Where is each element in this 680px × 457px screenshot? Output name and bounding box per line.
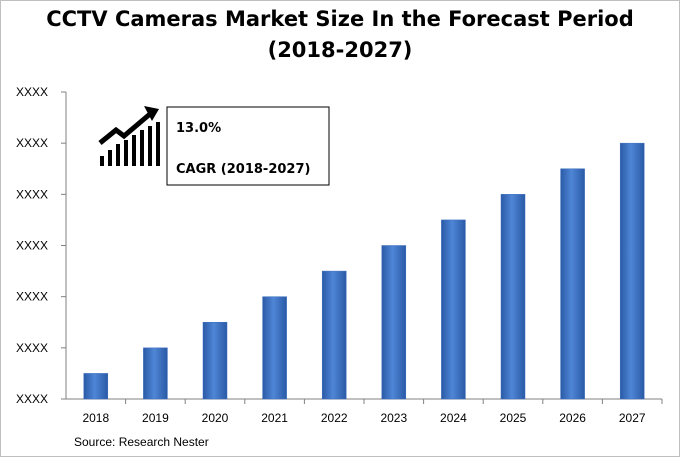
x-axis-ticks: 2018 2019 2020 2021 2022 2023 2024 2025 2026 2027 xyxy=(82,399,663,425)
y-tick-label: XXXX xyxy=(16,290,48,304)
bar-2022 xyxy=(321,270,347,400)
bar-2027 xyxy=(619,142,645,400)
x-tick-label: 2026 xyxy=(559,411,586,425)
chart-title-line2: (2018-2027) xyxy=(267,38,413,62)
y-axis-ticks: XXXX XXXX XXXX XXXX XXXX XXXX XXXX xyxy=(16,85,66,406)
x-tick-label: 2020 xyxy=(202,411,229,425)
y-tick-label: XXXX xyxy=(16,341,48,355)
bar-series xyxy=(83,142,645,400)
cagr-value: 13.0% xyxy=(176,121,221,136)
source-note: Source: Research Nester xyxy=(74,435,209,449)
cagr-annotation: 13.0% CAGR (2018-2027) xyxy=(166,106,330,186)
cagr-box xyxy=(166,106,330,186)
x-tick-label: 2018 xyxy=(82,411,109,425)
bar-2023 xyxy=(381,245,407,400)
x-tick-label: 2021 xyxy=(261,411,288,425)
bar-2019 xyxy=(143,347,168,400)
bar-2020 xyxy=(202,322,228,400)
bar-2025 xyxy=(500,194,526,400)
bar-2018 xyxy=(83,373,109,400)
x-tick-label: 2022 xyxy=(321,411,348,425)
bar-2024 xyxy=(441,219,466,400)
y-tick-label: XXXX xyxy=(16,85,48,99)
x-tick-label: 2019 xyxy=(142,411,169,425)
bar-2026 xyxy=(560,168,585,400)
chart-title-line1: CCTV Cameras Market Size In the Forecast… xyxy=(46,7,634,31)
cagr-label: CAGR (2018-2027) xyxy=(176,162,310,177)
y-tick-label: XXXX xyxy=(16,136,48,150)
chart-title: CCTV Cameras Market Size In the Forecast… xyxy=(0,4,680,66)
x-tick-label: 2024 xyxy=(440,411,467,425)
y-tick-label: XXXX xyxy=(16,239,48,253)
growth-chart-icon xyxy=(98,106,160,166)
x-tick-label: 2025 xyxy=(500,411,527,425)
y-tick-label: XXXX xyxy=(16,187,48,201)
y-tick-label: XXXX xyxy=(16,392,48,406)
x-tick-label: 2027 xyxy=(619,411,646,425)
bar-2021 xyxy=(262,296,287,400)
x-tick-label: 2023 xyxy=(380,411,407,425)
